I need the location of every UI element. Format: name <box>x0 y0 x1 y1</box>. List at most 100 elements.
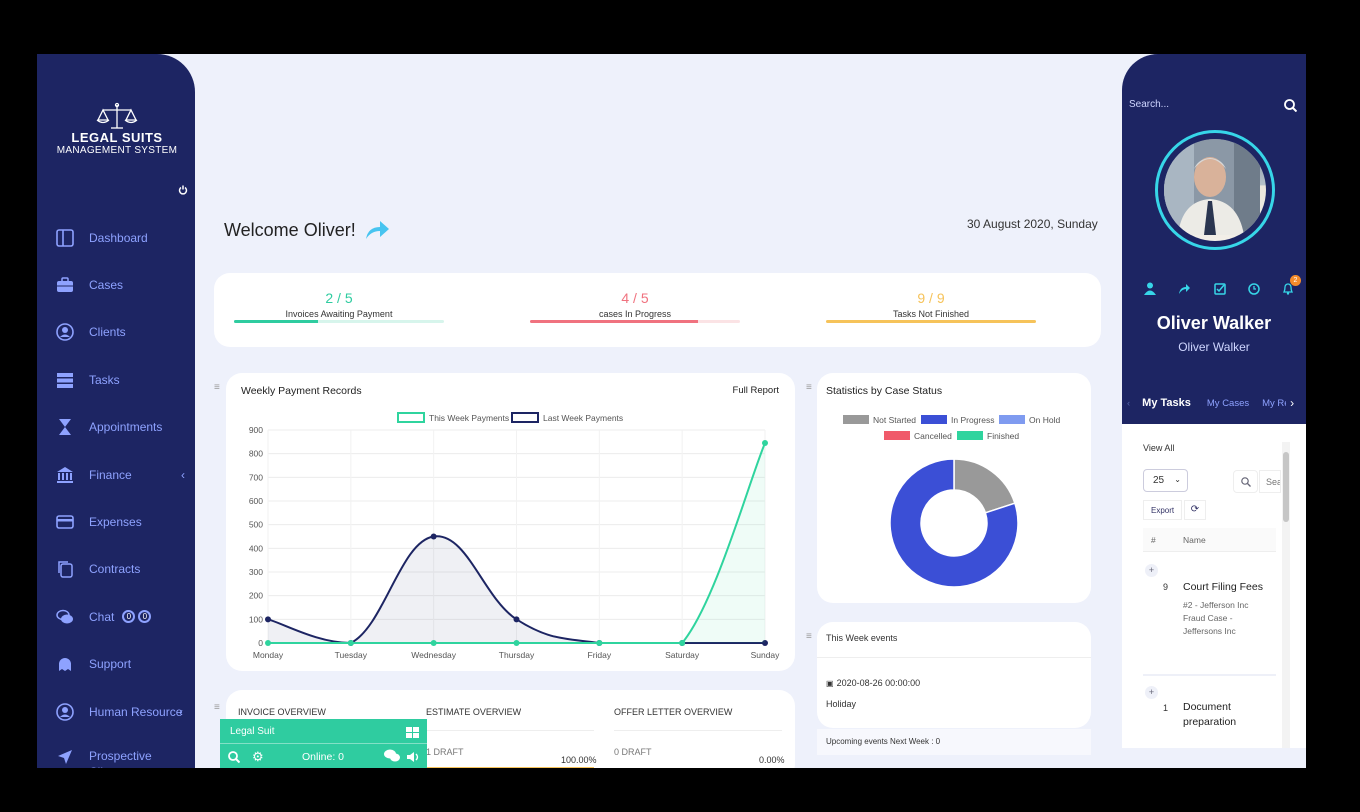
sidebar-item-appointments[interactable]: Appointments <box>37 404 195 451</box>
data-point <box>265 616 271 623</box>
calendar-icon: ▣ <box>826 678 834 688</box>
column-header-id[interactable]: # <box>1151 535 1156 545</box>
page-size-select[interactable]: 25 ⌄ <box>1143 469 1188 492</box>
table-row[interactable]: + 1 Document preparation <box>1143 686 1276 746</box>
sidebar-item-clients[interactable]: Clients <box>37 309 195 356</box>
drag-handle-icon[interactable]: ≡ <box>806 631 812 642</box>
drag-handle-icon[interactable]: ≡ <box>806 382 812 393</box>
search-icon <box>1241 477 1251 487</box>
drag-handle-icon[interactable]: ≡ <box>214 702 220 713</box>
tab-my-reports[interactable]: My Re <box>1262 397 1286 409</box>
divider <box>426 730 594 731</box>
sidebar-item-label: Cases <box>89 278 124 293</box>
pie-slice <box>889 458 1019 588</box>
tab-my-tasks[interactable]: My Tasks <box>1142 397 1191 409</box>
chevron-left-icon[interactable]: ‹ <box>181 467 185 482</box>
card-title: This Week events <box>826 633 898 643</box>
table-search-input[interactable] <box>1259 470 1281 493</box>
card-title: Weekly Payment Records <box>241 385 362 397</box>
x-tick-label: Wednesday <box>411 650 456 660</box>
sidebar-item-cases[interactable]: Cases <box>37 261 195 308</box>
grid-icon[interactable] <box>406 725 419 743</box>
checkbox-icon[interactable] <box>1213 282 1226 300</box>
chevron-right-icon[interactable]: › <box>1290 396 1295 410</box>
legend-swatch <box>999 415 1025 424</box>
search-icon[interactable] <box>228 750 241 768</box>
sidebar-item-contracts[interactable]: Contracts <box>37 546 195 593</box>
y-tick-label: 400 <box>249 543 263 553</box>
x-tick-label: Sunday <box>751 650 781 660</box>
offer-letter-percent: 0.00% <box>759 755 785 765</box>
dashboard-icon <box>56 228 74 247</box>
welcome-text: Welcome Oliver! <box>224 219 356 240</box>
x-tick-label: Friday <box>588 650 612 660</box>
chat-badge-count: 0 <box>138 610 152 624</box>
legend-label: This Week Payments <box>429 413 509 423</box>
sidebar-item-chat[interactable]: Chat 0 0 <box>37 593 195 640</box>
chevron-left-icon[interactable]: ‹ <box>179 704 183 719</box>
scrollbar-thumb[interactable] <box>1283 452 1289 522</box>
bell-icon[interactable]: 2 <box>1282 275 1301 300</box>
share-icon[interactable] <box>1178 282 1191 300</box>
export-button[interactable]: Export <box>1143 500 1182 520</box>
user-icon[interactable] <box>1144 282 1156 300</box>
brand-title: LEGAL SUITS <box>71 130 163 145</box>
sidebar-item-support[interactable]: Support <box>37 641 195 688</box>
sidebar-item-human-resource[interactable]: Human Resource ‹ <box>37 688 195 735</box>
sidebar-item-dashboard[interactable]: Dashboard <box>37 214 195 261</box>
profile-name: Oliver Walker <box>1156 313 1272 333</box>
upcoming-events-bar: Upcoming events Next Week : 0 <box>817 729 1091 755</box>
legend-label: Cancelled <box>914 431 952 441</box>
expand-row-icon[interactable]: + <box>1145 686 1158 699</box>
sidebar-item-prospective-clients[interactable]: Prospective Clients <box>37 735 195 768</box>
sidebar-item-label: Expenses <box>89 515 142 530</box>
series-area <box>268 443 765 643</box>
brand-logo[interactable]: LEGAL SUITS MANAGEMENT SYSTEM <box>47 102 187 156</box>
y-tick-label: 600 <box>249 496 263 506</box>
search-icon[interactable] <box>1284 99 1298 117</box>
scrollbar-track[interactable] <box>1282 442 1290 748</box>
stat-tasks-not-finished: 9 / 9 Tasks Not Finished <box>826 290 1036 323</box>
sidebar-item-label: Tasks <box>89 372 120 387</box>
event-name: Holiday <box>826 699 857 709</box>
navigation-arrow-icon <box>56 748 74 766</box>
sidebar-item-expenses[interactable]: Expenses <box>37 498 195 545</box>
sidebar-item-finance[interactable]: Finance ‹ <box>37 451 195 498</box>
expand-row-icon[interactable]: + <box>1145 564 1158 577</box>
events-card: This Week events ▣ 2020-08-26 00:00:00 H… <box>817 622 1091 728</box>
progress-bar <box>826 320 1036 323</box>
refresh-icon[interactable]: ⟳ <box>1184 500 1206 520</box>
speaker-icon[interactable] <box>406 750 420 768</box>
table-search-button[interactable] <box>1233 470 1258 493</box>
y-tick-label: 100 <box>249 614 263 624</box>
hourglass-icon <box>56 418 74 436</box>
sidebar: LEGAL SUITS MANAGEMENT SYSTEM Dashboard … <box>37 54 195 768</box>
sidebar-nav: Dashboard Cases Clients Tasks Appointmen… <box>37 214 195 768</box>
series-area <box>268 536 765 643</box>
search-input[interactable] <box>1129 99 1279 110</box>
chevron-left-icon[interactable]: ‹ <box>1127 397 1131 409</box>
legend-swatch <box>843 415 869 424</box>
drag-handle-icon[interactable]: ≡ <box>214 382 220 393</box>
briefcase-icon <box>56 276 74 294</box>
power-icon[interactable] <box>178 185 188 198</box>
chevron-down-icon: ⌄ <box>1174 475 1181 484</box>
clock-icon[interactable] <box>1248 282 1260 300</box>
view-all-link[interactable]: View All <box>1143 443 1175 453</box>
gear-icon[interactable]: ⚙ <box>252 749 264 764</box>
data-point <box>513 616 520 623</box>
table-row[interactable]: + 9 Court Filing Fees #2 - Jefferson Inc… <box>1143 564 1276 674</box>
sidebar-item-tasks[interactable]: Tasks <box>37 356 195 403</box>
column-header-name[interactable]: Name <box>1183 535 1206 545</box>
payment-line-chart: 0 100 200 300 400 500 600 700 800 900 Monday Tuesda… <box>249 412 781 660</box>
divider <box>1143 674 1276 676</box>
estimate-progress-bar <box>426 767 594 768</box>
stat-label: cases In Progress <box>598 309 672 319</box>
full-report-link[interactable]: Full Report <box>732 385 779 396</box>
x-tick-label: Tuesday <box>335 650 368 660</box>
avatar-ring[interactable] <box>1155 130 1275 250</box>
sidebar-item-label: Support <box>89 657 132 672</box>
chat-bubbles-icon[interactable] <box>384 749 400 767</box>
chat-widget[interactable]: Legal Suit ⚙ Online: 0 <box>220 719 427 768</box>
tab-my-cases[interactable]: My Cases <box>1206 397 1250 409</box>
